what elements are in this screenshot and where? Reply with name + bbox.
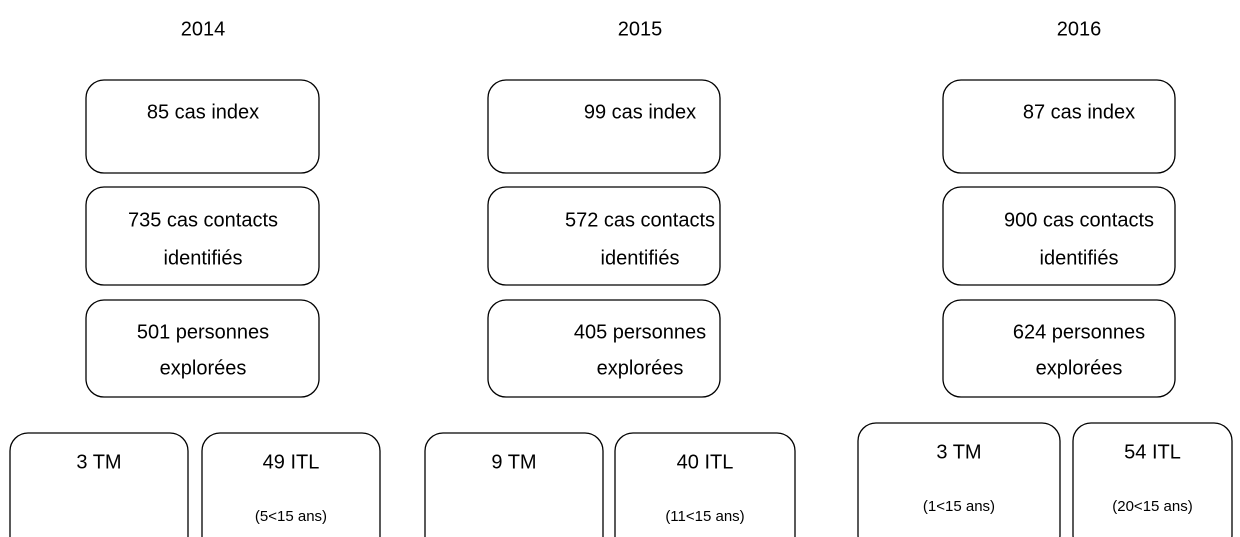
itl-note: (20<15 ans) — [1112, 498, 1192, 515]
tm-label: 9 TM — [491, 451, 536, 473]
explored-box — [85, 299, 320, 398]
contacts-box — [942, 186, 1176, 286]
contacts-text: identifiés — [164, 247, 243, 269]
contacts-box — [487, 186, 721, 286]
contacts-text: 735 cas contacts — [128, 209, 278, 231]
index-box — [85, 79, 320, 174]
tm-label: 3 TM — [936, 441, 981, 463]
itl-box — [614, 432, 796, 537]
explored-text: explorées — [1036, 357, 1123, 379]
itl-box — [201, 432, 381, 537]
contacts-text: identifiés — [601, 247, 680, 269]
explored-box — [487, 299, 721, 398]
tm-box — [424, 432, 604, 537]
year-title: 2016 — [1057, 18, 1102, 40]
itl-label: 40 ITL — [677, 451, 734, 473]
itl-note: (5<15 ans) — [255, 508, 327, 525]
tm-label: 3 TM — [76, 451, 121, 473]
tm-box — [9, 432, 189, 537]
index-text: 85 cas index — [147, 101, 259, 123]
explored-box — [942, 299, 1176, 398]
index-text: 87 cas index — [1023, 101, 1135, 123]
itl-label: 49 ITL — [263, 451, 320, 473]
contacts-text: 572 cas contacts — [565, 209, 715, 231]
index-box — [487, 79, 721, 174]
explored-text: 624 personnes — [1013, 321, 1145, 343]
contacts-text: 900 cas contacts — [1004, 209, 1154, 231]
index-text: 99 cas index — [584, 101, 696, 123]
itl-note: (11<15 ans) — [665, 508, 744, 525]
explored-text: 405 personnes — [574, 321, 706, 343]
itl-label: 54 ITL — [1124, 441, 1181, 463]
tm-note: (1<15 ans) — [923, 498, 995, 515]
explored-text: 501 personnes — [137, 321, 269, 343]
contacts-text: identifiés — [1040, 247, 1119, 269]
explored-text: explorées — [160, 357, 247, 379]
year-title: 2015 — [618, 18, 663, 40]
tm-box — [857, 422, 1061, 537]
explored-text: explorées — [597, 357, 684, 379]
itl-box — [1072, 422, 1233, 537]
index-box — [942, 79, 1176, 174]
contacts-box — [85, 186, 320, 286]
year-title: 2014 — [181, 18, 226, 40]
